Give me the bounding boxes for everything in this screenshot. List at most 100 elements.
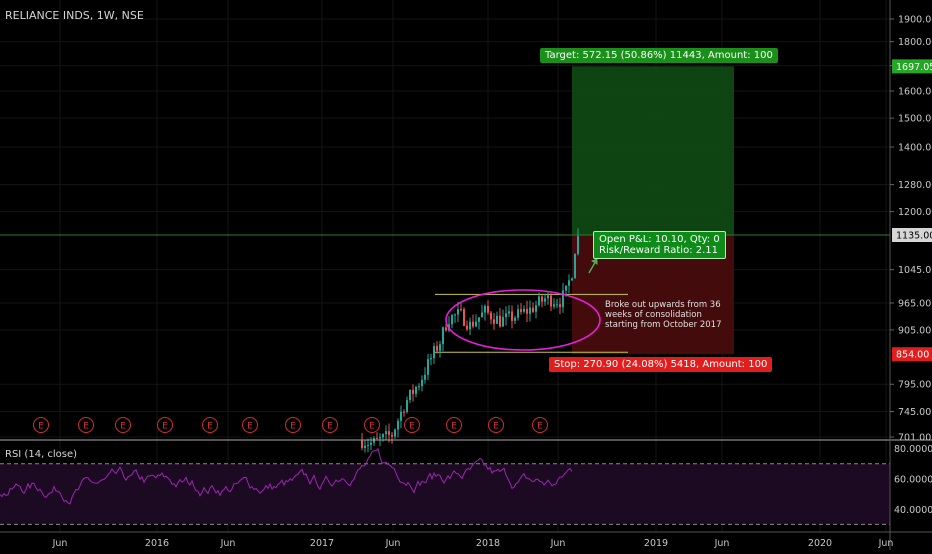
candle-body xyxy=(385,431,387,435)
candle-body xyxy=(412,389,414,394)
earnings-marker xyxy=(202,417,218,433)
candle-body xyxy=(466,325,468,330)
candle-body xyxy=(388,431,390,435)
candle-body xyxy=(361,440,363,449)
candle-body xyxy=(376,438,378,440)
candle-body xyxy=(475,321,477,327)
candle-body xyxy=(562,290,564,308)
price-label: 1135.00 xyxy=(896,230,932,241)
candle-body xyxy=(493,319,495,324)
candle-body xyxy=(364,445,366,449)
earnings-marker-label: E xyxy=(327,422,333,432)
candle-body xyxy=(553,304,555,307)
time-tick-label: Jun xyxy=(385,538,401,549)
candle-body xyxy=(541,296,543,302)
price-tick-label: 1280.00 xyxy=(898,180,932,191)
candle-body xyxy=(556,304,558,306)
candle-body xyxy=(550,295,552,307)
rsi-label: RSI (14, close) xyxy=(5,449,78,460)
candle-body xyxy=(535,305,537,312)
earnings-marker xyxy=(157,417,173,433)
time-tick-label: Jun xyxy=(878,538,894,549)
earnings-marker-label: E xyxy=(120,422,126,432)
earnings-marker xyxy=(242,417,258,433)
candle-body xyxy=(391,434,393,437)
earnings-marker xyxy=(446,417,462,433)
candle-body xyxy=(508,311,510,314)
candle-body xyxy=(409,389,411,401)
price-tick-label: 1045.00 xyxy=(898,265,932,276)
earnings-marker-label: E xyxy=(451,422,457,432)
stop-label: Stop: 270.90 (24.08%) 5418, Amount: 100 xyxy=(549,357,773,372)
candle-body xyxy=(481,312,483,318)
breakout-arrowhead xyxy=(590,258,598,265)
price-tick-label: 1500.00 xyxy=(898,114,932,125)
pnl-line-1: Open P&L: 10.10, Qty: 0 xyxy=(599,234,720,245)
earnings-marker-label: E xyxy=(247,422,253,432)
candle-body xyxy=(496,315,498,324)
candle-body xyxy=(397,420,399,430)
rsi-tick-label: 40.0000 xyxy=(894,505,932,516)
candle-body xyxy=(574,253,576,279)
time-tick-label: 2019 xyxy=(644,538,668,549)
earnings-marker xyxy=(322,417,338,433)
candles xyxy=(361,228,579,453)
candle-body xyxy=(403,411,405,413)
candle-body xyxy=(568,280,570,286)
earnings-marker xyxy=(33,417,49,433)
candle-body xyxy=(421,379,423,387)
candle-body xyxy=(538,296,540,306)
pnl-box: Open P&L: 10.10, Qty: 0 Risk/Reward Rati… xyxy=(593,231,726,259)
candle-body xyxy=(424,374,426,380)
time-tick-label: Jun xyxy=(52,538,68,549)
price-tick-label: 795.00 xyxy=(898,380,931,391)
price-tick-label: 1900.00 xyxy=(898,15,932,26)
price-tick-label: 745.00 xyxy=(898,407,931,418)
time-tick-label: 2017 xyxy=(310,538,334,549)
consolidation-ellipse xyxy=(445,289,601,351)
target-label: Target: 572.15 (50.86%) 11443, Amount: 1… xyxy=(540,48,778,63)
candle-body xyxy=(451,315,453,325)
earnings-marker-label: E xyxy=(290,422,296,432)
earnings-marker xyxy=(115,417,131,433)
candle-body xyxy=(532,307,534,312)
candle-body xyxy=(454,314,456,316)
price-label-bg xyxy=(892,227,932,242)
candle-body xyxy=(433,346,435,359)
price-label-bg xyxy=(892,347,932,362)
candle-body xyxy=(571,278,573,281)
candle-body xyxy=(523,308,525,312)
price-tick-label: 1800.00 xyxy=(898,37,932,48)
candle-body xyxy=(577,236,579,254)
time-axis: Jun 2016 Jun 2017 Jun 2018 Jun 2019 Jun 2020 Jun xyxy=(52,538,894,549)
price-tick-label: 1600.00 xyxy=(898,87,932,98)
rsi-tick-label: 60.0000 xyxy=(894,474,932,485)
candle-body xyxy=(529,307,531,314)
candle-body xyxy=(514,317,516,321)
candle-body xyxy=(565,285,567,291)
pnl-line-2: Risk/Reward Ratio: 2.11 xyxy=(599,245,719,256)
candle-body xyxy=(511,311,513,321)
earnings-marker-label: E xyxy=(38,422,44,432)
time-tick-label: Jun xyxy=(220,538,236,549)
price-tick-label: 1200.00 xyxy=(898,207,932,218)
earnings-marker-label: E xyxy=(369,422,375,432)
price-tick-label: 1400.00 xyxy=(898,143,932,154)
time-tick-label: 2020 xyxy=(808,538,832,549)
price-tick-label: 701.00 xyxy=(898,433,931,444)
rsi-tick-label: 80.0000 xyxy=(894,444,932,455)
candle-body xyxy=(370,442,372,445)
candle-body xyxy=(415,387,417,394)
time-tick-label: 2016 xyxy=(145,538,169,549)
candle-body xyxy=(427,359,429,375)
candle-body xyxy=(520,309,522,312)
candle-body xyxy=(418,386,420,388)
earnings-marker xyxy=(488,417,504,433)
candle-body xyxy=(430,358,432,360)
earnings-marker-label: E xyxy=(162,422,168,432)
candle-body xyxy=(406,400,408,412)
earnings-marker xyxy=(78,417,94,433)
price-label-bg xyxy=(892,59,932,74)
